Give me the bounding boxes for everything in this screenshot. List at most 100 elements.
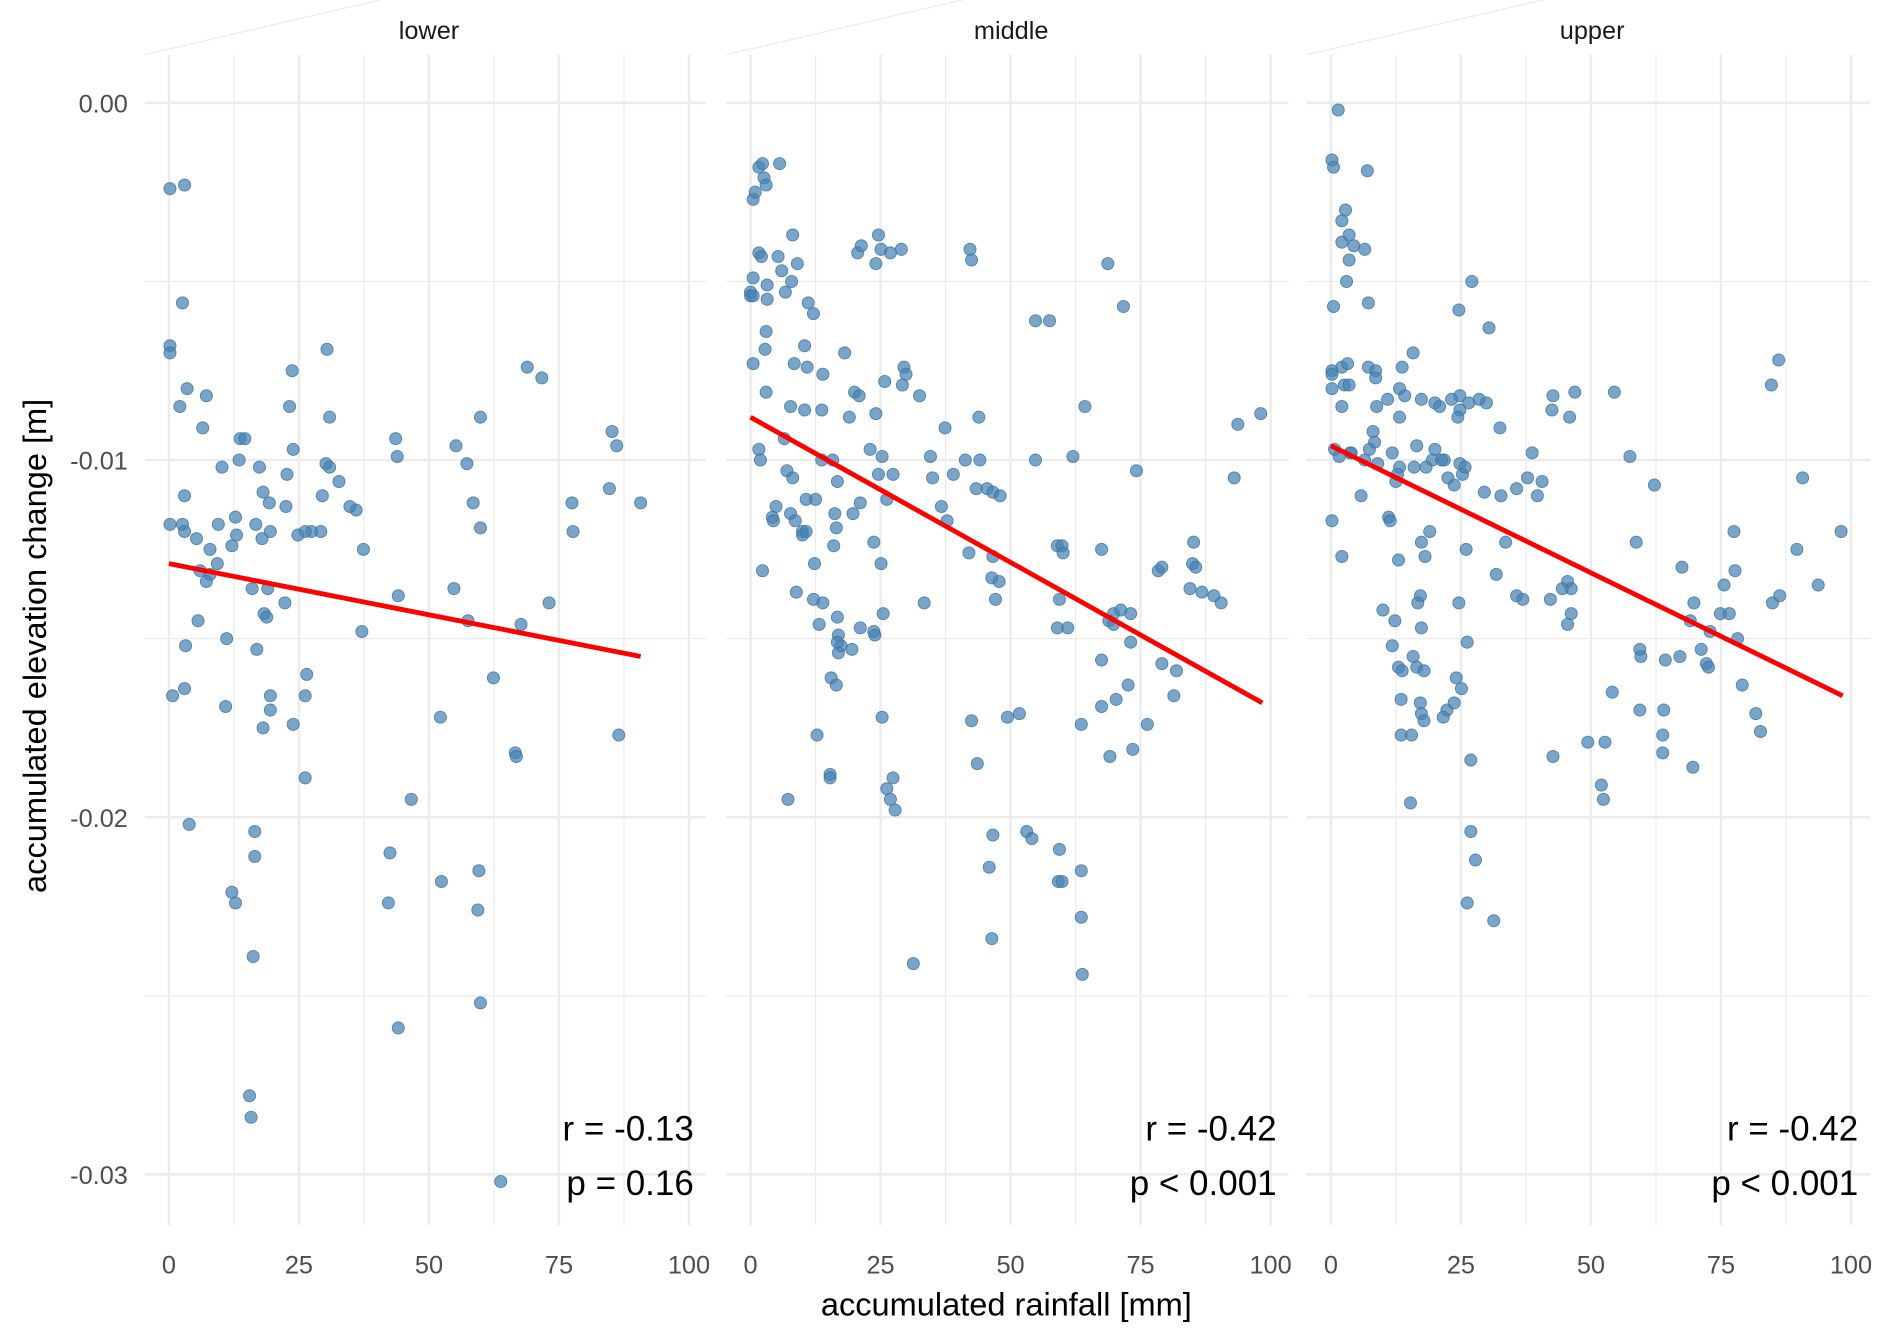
x-tick-label: 50 (996, 1251, 1024, 1279)
y-tick-label: -0.03 (70, 1162, 128, 1190)
data-point (1335, 235, 1349, 249)
data-point (1052, 592, 1066, 606)
data-point (383, 846, 397, 860)
data-point (315, 489, 329, 503)
data-point (238, 432, 252, 446)
data-point (509, 749, 523, 764)
data-point (867, 624, 881, 639)
data-point (381, 896, 395, 910)
data-point (1342, 378, 1356, 392)
data-point (1325, 382, 1339, 396)
data-point (829, 678, 843, 692)
data-point (248, 849, 262, 864)
data-point (965, 714, 979, 728)
data-point (875, 710, 889, 724)
data-point (278, 596, 292, 610)
data-point (1454, 682, 1468, 696)
data-point (262, 496, 276, 510)
data-point (1460, 635, 1474, 649)
data-point (1414, 392, 1428, 406)
data-point (178, 682, 192, 696)
data-point (838, 346, 852, 360)
data-point (1657, 703, 1671, 717)
data-point (1656, 746, 1670, 760)
data-point (988, 592, 1002, 606)
x-tick-label: 100 (1830, 1251, 1872, 1279)
y-tick-label: -0.01 (70, 448, 128, 476)
data-point (1025, 832, 1039, 846)
data-point (1499, 535, 1513, 549)
data-point (263, 524, 277, 538)
data-point (1095, 699, 1109, 714)
x-tick-label: 75 (1126, 1251, 1154, 1279)
data-point (815, 403, 829, 417)
data-point (867, 535, 881, 549)
data-point (298, 689, 312, 703)
data-point (759, 385, 773, 399)
data-point (1414, 535, 1428, 549)
data-point (876, 607, 890, 621)
data-point (846, 507, 860, 521)
data-point (799, 524, 813, 538)
data-point (460, 457, 474, 471)
data-point (812, 617, 826, 631)
data-point (1388, 614, 1402, 628)
data-point (789, 585, 803, 599)
data-point (280, 467, 294, 481)
data-point (230, 528, 244, 542)
data-point (895, 378, 909, 392)
data-point (759, 178, 773, 192)
data-point (878, 374, 892, 388)
data-point (178, 524, 192, 538)
data-point (831, 646, 845, 660)
data-point (203, 542, 217, 556)
data-point (602, 482, 616, 496)
panel-middle: middle 0 25 50 75 100 r = -0.42 p < 0.001 (726, 0, 1292, 1279)
data-point (899, 367, 913, 381)
data-point (1327, 160, 1341, 174)
data-point (191, 614, 205, 628)
data-point (863, 442, 877, 456)
data-point (225, 539, 239, 553)
y-tick-label: 0.00 (79, 91, 128, 119)
data-point (1074, 864, 1088, 878)
data-point (1722, 607, 1736, 621)
data-point (785, 274, 799, 288)
data-point (225, 885, 239, 899)
data-point (286, 442, 300, 456)
data-point (466, 496, 480, 510)
data-point (827, 539, 841, 553)
data-point (1417, 664, 1431, 678)
data-point (1489, 567, 1503, 581)
data-point (391, 589, 405, 603)
data-point (1325, 514, 1339, 528)
data-point (1535, 474, 1549, 488)
panels: lower 0 25 50 75 100 r = -0.13 p = 0.16 middle 0 2… (70, 0, 1872, 1279)
data-point (1214, 596, 1228, 610)
data-point (1405, 728, 1419, 742)
data-point (255, 532, 269, 546)
data-point (447, 582, 461, 596)
data-point (180, 382, 194, 396)
data-point (1673, 649, 1687, 664)
data-point (291, 528, 305, 542)
data-point (1546, 389, 1560, 403)
data-point (1074, 717, 1088, 731)
data-point (232, 453, 246, 467)
data-point (1325, 367, 1339, 381)
data-point (1335, 214, 1349, 228)
data-point (1000, 710, 1014, 724)
data-point (934, 499, 948, 513)
x-tick-label: 50 (415, 1251, 443, 1279)
data-point (332, 474, 346, 488)
data-point (1464, 824, 1478, 839)
data-point (1129, 464, 1143, 478)
data-point (320, 342, 334, 356)
data-point (449, 439, 463, 453)
data-point (1169, 664, 1183, 678)
x-tick-label: 25 (1447, 1251, 1475, 1279)
data-point (471, 903, 485, 917)
data-point (913, 389, 927, 403)
data-point (1428, 442, 1442, 456)
data-point (219, 699, 233, 714)
